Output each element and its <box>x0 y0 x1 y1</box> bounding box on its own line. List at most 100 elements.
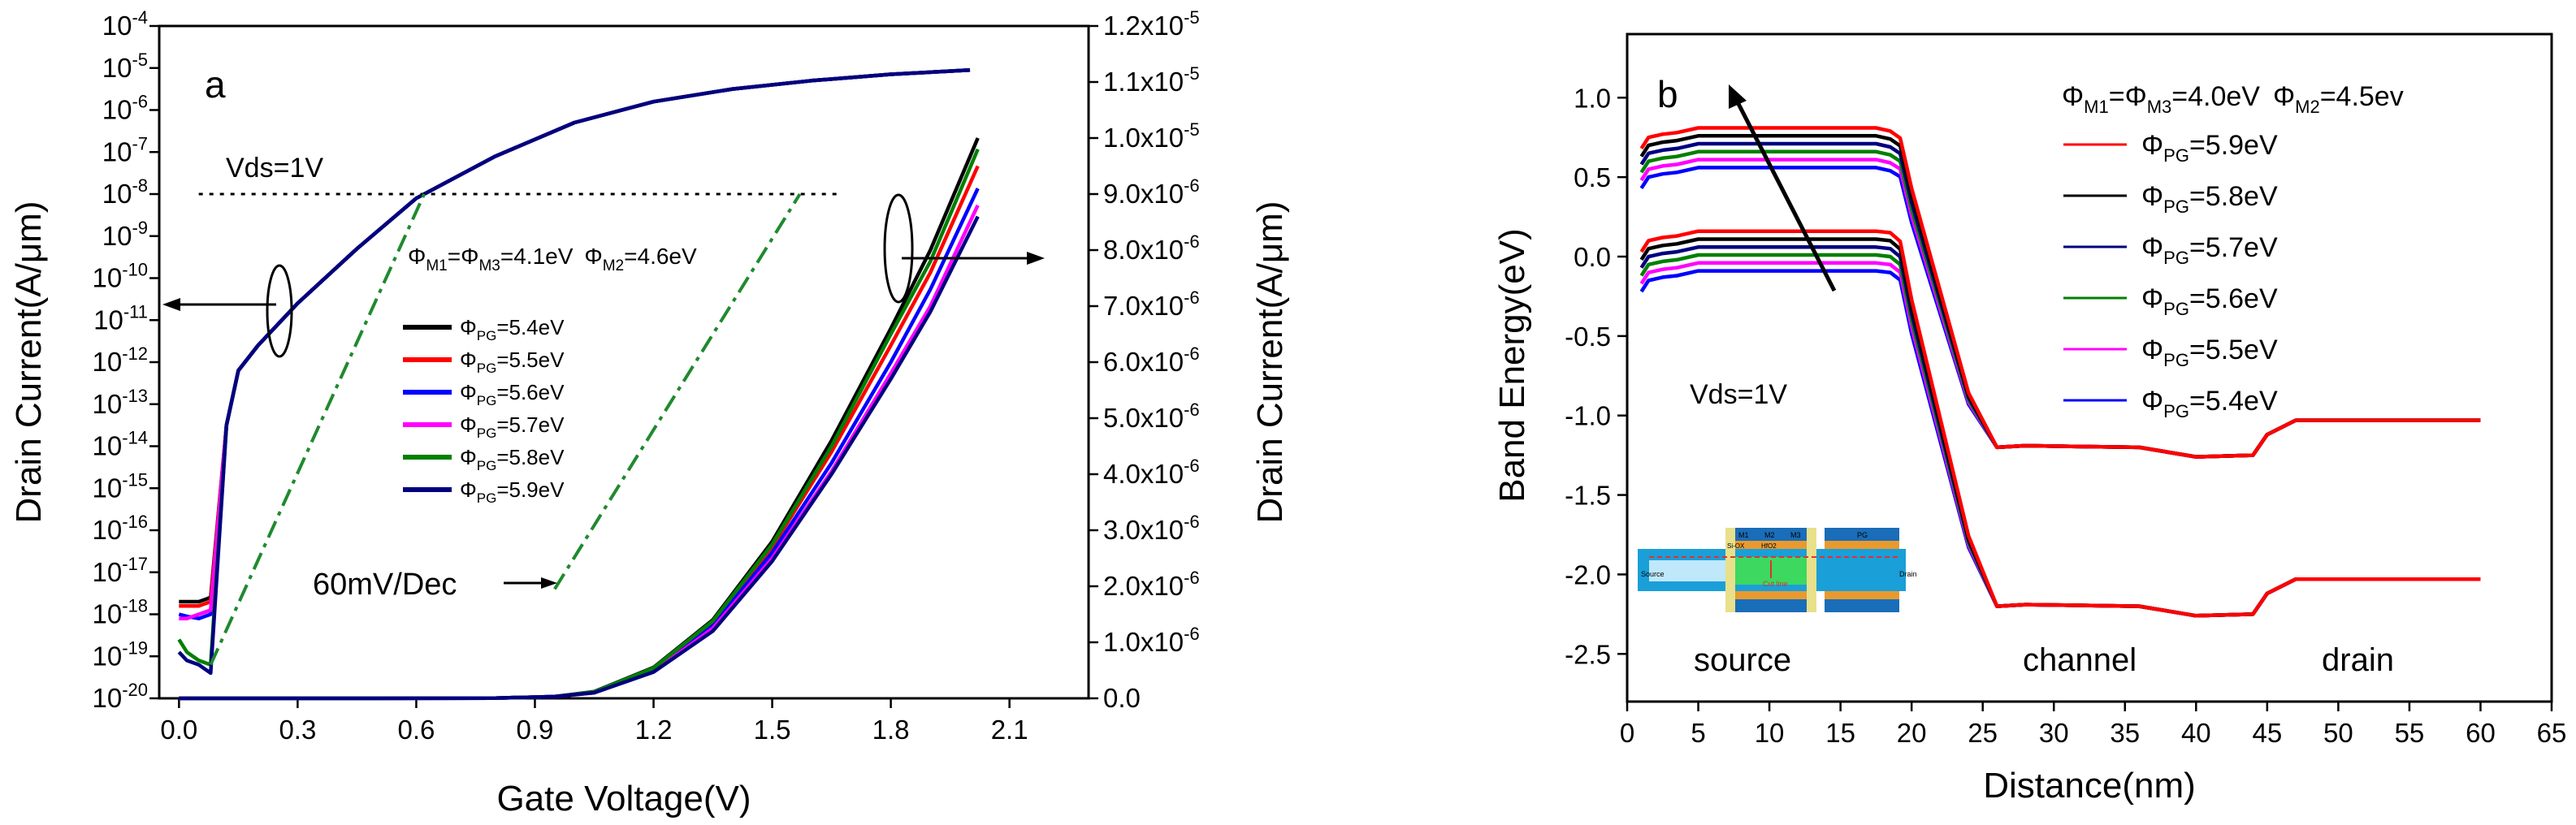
a-y-left-tick-label: 10-18 <box>92 596 148 629</box>
a-x-tick-label: 0.0 <box>160 715 197 745</box>
panel-a-label: a <box>205 63 226 106</box>
b-y-tick-label: -1.0 <box>1565 401 1611 431</box>
a-y-left-tick-label: 10-8 <box>102 175 148 209</box>
a-x-tick-label: 1.2 <box>635 715 673 745</box>
inset-pg-label: PG <box>1857 531 1868 539</box>
inset-drain-region <box>1816 559 1898 583</box>
panel-a-right-ellipse <box>883 193 914 304</box>
a-y-right-tick-label: 6.0x10-6 <box>1103 343 1200 377</box>
panel-b-vds: Vds=1V <box>1690 379 1787 410</box>
inset-source-label: Source <box>1641 570 1665 578</box>
inset-spacer-left <box>1725 528 1735 612</box>
a-series-log-1 <box>179 68 971 608</box>
b-x-tick-label: 40 <box>2181 718 2211 748</box>
panel-a-left-ellipse <box>266 264 293 358</box>
b-legend-label: ΦPG=5.9eV <box>2141 130 2278 166</box>
b-x-tick-label: 30 <box>2039 718 2069 748</box>
a-ref-slope_a <box>209 193 426 666</box>
a-series-lin-3 <box>179 204 980 701</box>
panel-a-slope-label: 60mV/Dec <box>313 568 457 602</box>
a-y-right-tick-label: 1.1x10-5 <box>1103 63 1200 97</box>
a-y-right-tick-label: 1.0x10-5 <box>1103 119 1200 153</box>
b-x-tick-label: 15 <box>1825 718 1855 748</box>
a-y-right-tick-label: 1.2x10-5 <box>1103 7 1200 41</box>
a-series-lin-4 <box>179 148 980 701</box>
inset-top-pg <box>1825 528 1899 541</box>
panel-a-y-right-title: Drain Current(A/μm) <box>1250 201 1290 524</box>
a-series-log-0 <box>179 68 971 604</box>
a-series-log-5 <box>177 68 971 676</box>
b-y-tick-label: -2.0 <box>1565 559 1611 590</box>
b-x-tick-label: 10 <box>1755 718 1785 748</box>
b-legend-label: ΦPG=5.6eV <box>2141 283 2278 319</box>
b-y-tick-label: -1.5 <box>1565 481 1611 511</box>
panel-a-work-function: ΦM1=ΦM3=4.1eV ΦM2=4.6eV <box>408 244 697 274</box>
b-x-tick-label: 50 <box>2323 718 2353 748</box>
b-x-tick-label: 60 <box>2466 718 2496 748</box>
b-x-tick-label: 45 <box>2252 718 2282 748</box>
a-x-tick-label: 2.1 <box>991 715 1028 745</box>
panel-b-x-title: Distance(nm) <box>1983 766 2196 806</box>
a-y-right-tick-label: 8.0x10-6 <box>1103 231 1200 265</box>
b-legend-label: ΦPG=5.5eV <box>2141 335 2278 370</box>
inset-bottom-gates <box>1734 599 1807 612</box>
region-source: source <box>1694 642 1791 678</box>
inset-top-gates <box>1734 528 1807 541</box>
a-series-lin-5 <box>179 215 980 701</box>
b-x-tick-label: 55 <box>2395 718 2425 748</box>
panel-a-vds: Vds=1V <box>226 153 323 184</box>
inset-drain-label: Drain <box>1899 570 1917 578</box>
b-legend-label: ΦPG=5.4eV <box>2141 386 2278 421</box>
inset-m2-label: M2 <box>1764 531 1775 539</box>
panel-a-slope-arrow-head <box>541 577 557 589</box>
inset-top-oxide-pg <box>1825 541 1899 549</box>
a-y-right-tick-label: 0.0 <box>1103 683 1141 713</box>
b-legend-label: ΦPG=5.8eV <box>2141 181 2278 217</box>
a-y-right-tick-label: 9.0x10-6 <box>1103 175 1200 209</box>
a-x-tick-label: 0.6 <box>397 715 435 745</box>
panel-b-work-function: ΦM1=ΦM3=4.0eV ΦM2=4.5ev <box>2062 81 2404 117</box>
panel-a-frame <box>158 24 1090 700</box>
inset-bottom-pg <box>1825 599 1899 612</box>
inset-hfo-label: HfO2 <box>1761 542 1777 550</box>
b-conduction-band-0 <box>1639 166 2481 459</box>
inset-bottom-oxide-pg <box>1825 591 1899 599</box>
a-legend-label: ΦPG=5.7eV <box>460 412 565 441</box>
b-x-tick-label: 25 <box>1968 718 1998 748</box>
panel-b: 0 5 10 15 20 25 30 35 40 45 50 55 60 65 1.0 0.5 0.0 -0.5 -… <box>1492 32 2567 806</box>
region-drain: drain <box>2322 642 2394 678</box>
a-y-left-tick-label: 10-6 <box>102 92 148 125</box>
b-conduction-band-1 <box>1639 158 2481 459</box>
inset-spacer-mid <box>1807 528 1816 612</box>
b-legend-label: ΦPG=5.7eV <box>2141 232 2278 268</box>
a-y-right-tick-label: 7.0x10-6 <box>1103 287 1200 321</box>
panel-b-y-title: Band Energy(eV) <box>1492 228 1532 503</box>
region-channel: channel <box>2023 642 2137 678</box>
panel-b-trend-arrow-head <box>1729 84 1747 109</box>
panel-a: 0.0 0.3 0.6 0.9 1.2 1.5 1.8 2.1 10-20 10-19 10-18 1… <box>9 7 1290 819</box>
a-y-left-tick-label: 10-20 <box>92 680 148 713</box>
a-y-left-tick-label: 10-17 <box>92 554 148 587</box>
panel-a-left-arrow-head <box>162 298 180 311</box>
b-conduction-band-2 <box>1639 149 2481 459</box>
b-y-tick-label: 0.5 <box>1574 162 1611 192</box>
inset-top-oxide <box>1734 541 1807 549</box>
a-y-right-tick-label: 4.0x10-6 <box>1103 456 1200 489</box>
a-series-lin-2 <box>179 188 980 701</box>
b-x-tick-label: 20 <box>1897 718 1927 748</box>
b-x-tick-label: 65 <box>2537 718 2567 748</box>
a-y-left-tick-label: 10-10 <box>92 260 148 293</box>
a-y-right-tick-label: 3.0x10-6 <box>1103 512 1200 545</box>
a-legend-label: ΦPG=5.8eV <box>460 445 565 473</box>
a-x-tick-label: 0.9 <box>517 715 554 745</box>
b-x-tick-label: 5 <box>1691 718 1705 748</box>
a-y-left-tick-label: 10-19 <box>92 637 148 671</box>
a-x-tick-label: 1.5 <box>754 715 791 745</box>
panel-a-y-left-title: Drain Current(A/μm) <box>9 201 49 524</box>
b-x-tick-label: 0 <box>1620 718 1634 748</box>
panel-b-legend: ΦPG=5.9eV ΦPG=5.8eV ΦPG=5.7eV ΦPG=5.6eV ΦPG=… <box>2063 130 2278 421</box>
panel-b-trend-arrow-line <box>1734 97 1837 292</box>
panel-b-frame <box>1626 32 2553 703</box>
a-y-left-tick-label: 10-14 <box>92 428 148 461</box>
